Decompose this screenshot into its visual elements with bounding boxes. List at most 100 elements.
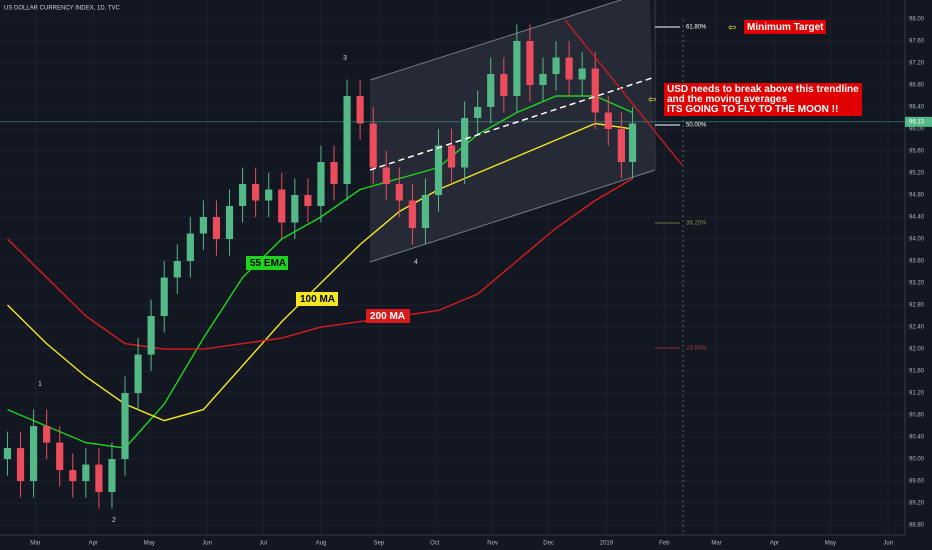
y-tick-label: 94.00 <box>909 237 925 243</box>
time-axis <box>0 535 932 550</box>
candle-body <box>382 167 390 185</box>
channel-bottom <box>369 169 656 263</box>
label-box <box>296 292 338 306</box>
axes: 88.80 89.20 89.60 90.00 90.40 90.80 91.20 91.60… <box>30 17 932 547</box>
x-tick-label: Apr <box>770 541 779 547</box>
x-tick-label: Oct <box>430 541 440 547</box>
chart-title: US DOLLAR CURRENCY INDEX, 1D, TVC <box>4 6 120 12</box>
y-tick-label: 97.60 <box>909 39 925 45</box>
y-tick-label: 92.80 <box>909 303 925 309</box>
candle-body <box>447 145 456 168</box>
candle-body <box>199 217 207 234</box>
wave-label: 3 <box>343 55 347 62</box>
candle-body <box>578 68 586 80</box>
candle-body <box>395 184 403 201</box>
label-box <box>246 256 288 270</box>
y-tick-label: 90.00 <box>909 457 925 463</box>
candle-body <box>121 393 129 460</box>
candle-body <box>330 162 338 185</box>
moving-average <box>7 177 633 350</box>
arrow: ⇦ <box>648 95 656 106</box>
candle-body <box>225 206 234 240</box>
candle-body <box>108 459 116 493</box>
plot <box>0 24 905 509</box>
candle-body <box>265 189 273 201</box>
y-tick-label: 88.80 <box>909 523 925 529</box>
candle-body <box>16 448 25 482</box>
price-axis <box>905 0 932 550</box>
y-tick-label: 89.20 <box>909 501 925 507</box>
x-tick-label: May <box>825 541 836 547</box>
callout-line: ITS GOING TO FLY TO THE MOON !! <box>667 104 838 115</box>
candle-body <box>604 112 612 130</box>
candle-body <box>421 195 430 229</box>
x-tick-label: Jun <box>202 541 212 547</box>
callout-box <box>744 20 826 34</box>
candle-body <box>95 464 103 493</box>
x-tick-label: Mar <box>30 541 40 547</box>
wave-label: 2 <box>112 517 116 524</box>
label-box <box>366 309 410 323</box>
fib-label: 23.60% <box>686 346 707 352</box>
series-label: 200 MA <box>370 311 405 322</box>
x-tick-label: Aug <box>316 541 327 547</box>
y-tick-label: 98.00 <box>909 17 925 23</box>
fib-label: 38.20% <box>686 221 707 227</box>
callout-line: USD needs to break above this trendline <box>667 84 859 95</box>
candle-body <box>513 40 521 96</box>
candle-body <box>160 277 168 317</box>
y-tick-label: 91.20 <box>909 391 925 397</box>
series-label: 100 MA <box>300 294 335 305</box>
candle-body <box>408 200 416 229</box>
last-price-box <box>905 116 932 127</box>
candle-body <box>147 316 155 355</box>
candle-body <box>461 118 469 168</box>
y-tick-label: 90.80 <box>909 413 925 419</box>
target-label: Minimum Target <box>747 22 824 33</box>
fib-label: 61.80% <box>686 25 707 31</box>
candle-body <box>56 442 64 471</box>
candle-body <box>617 129 625 163</box>
x-tick-label: Jun <box>883 541 893 547</box>
x-tick-label: Feb <box>659 541 670 547</box>
candle-body <box>212 217 221 240</box>
callout-line: and the moving averages <box>667 94 787 105</box>
candle-body <box>238 184 247 207</box>
candle-body <box>526 40 534 85</box>
candle-body <box>82 464 90 482</box>
candle-body <box>252 184 260 201</box>
candle-body <box>487 73 495 107</box>
candle-body <box>278 189 286 223</box>
candle-body <box>343 95 351 185</box>
candle-body <box>628 123 637 163</box>
series-label: 55 EMA <box>250 258 286 269</box>
candle-body <box>173 261 181 278</box>
y-tick-label: 90.40 <box>909 435 925 441</box>
candle-body <box>500 73 508 96</box>
moving-average <box>7 122 633 422</box>
candle-body <box>186 233 194 262</box>
y-tick-label: 92.00 <box>909 347 925 353</box>
y-tick-label: 93.60 <box>909 259 925 265</box>
downtrend-line <box>564 19 683 166</box>
arrow: ⇦ <box>728 23 736 34</box>
x-tick-label: Sep <box>373 541 384 547</box>
wave-label: 4 <box>414 259 418 266</box>
x-tick-label: Mar <box>711 541 721 547</box>
y-tick-label: 96.80 <box>909 83 925 89</box>
price-channel <box>370 0 655 262</box>
candle-body <box>304 195 312 207</box>
last-price-label: 96.13 <box>909 119 925 125</box>
channel-top <box>369 0 623 81</box>
y-tick-label: 96.40 <box>909 105 925 111</box>
candle-body <box>29 426 38 482</box>
candle-body <box>69 470 77 482</box>
candle-body <box>565 57 573 80</box>
y-tick-label: 95.20 <box>909 171 925 177</box>
callout-box <box>664 83 862 116</box>
x-tick-label: 2019 <box>600 541 614 547</box>
candle-body <box>369 123 377 168</box>
candle-body <box>317 162 325 207</box>
y-tick-label: 95.60 <box>909 149 925 155</box>
